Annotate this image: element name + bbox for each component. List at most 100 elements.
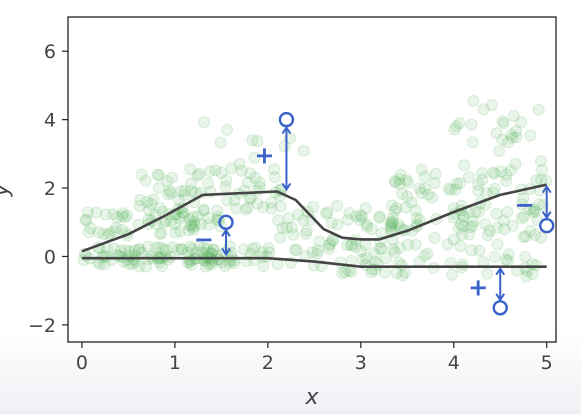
scatter-point <box>233 157 246 170</box>
scatter-point <box>526 268 539 280</box>
scatter-point <box>327 234 339 247</box>
scatter-point <box>165 215 178 227</box>
scatter-point <box>504 164 517 177</box>
x-tick-label: 3 <box>355 352 367 374</box>
scatter-point <box>241 176 254 189</box>
scatter-point <box>141 196 154 208</box>
scatter-point <box>191 169 204 182</box>
scatter-point <box>402 238 414 251</box>
scatter-point <box>500 174 512 187</box>
residual-annotations-group: + − + − <box>194 111 555 316</box>
scatter-point <box>426 191 438 204</box>
scatter-point <box>498 223 511 236</box>
residual-sign-label: + <box>254 142 274 170</box>
scatter-point <box>506 219 519 232</box>
scatter-point <box>527 206 540 219</box>
scatter-point <box>221 123 234 136</box>
scatter-point <box>520 270 533 283</box>
scatter-point <box>323 242 335 255</box>
scatter-point <box>532 103 545 116</box>
scatter-point <box>450 177 463 190</box>
y-tick-label: 2 <box>44 178 56 200</box>
scatter-point <box>465 118 478 131</box>
scatter-point <box>453 177 466 190</box>
scatter-point <box>248 171 261 184</box>
scatter-point <box>521 264 534 277</box>
scatter-point <box>235 164 248 177</box>
scatter-point <box>154 227 166 240</box>
scatter-point <box>110 221 123 234</box>
scatter-point <box>365 222 378 235</box>
scatter-point <box>373 210 386 223</box>
scatter-point <box>79 214 92 227</box>
scatter-point <box>441 238 454 251</box>
scatter-point <box>519 250 532 263</box>
scatter-point <box>399 201 412 214</box>
scatter-point <box>465 244 478 257</box>
residual-arrow-head <box>495 266 506 276</box>
scatter-point <box>410 212 423 225</box>
scatter-point <box>289 243 302 256</box>
residual-arrow-head <box>541 184 552 194</box>
scatter-points-group <box>77 95 553 283</box>
scatter-point <box>448 123 461 136</box>
scatter-point <box>197 204 210 217</box>
scatter-point <box>185 218 198 231</box>
scatter-point <box>253 176 266 189</box>
scatter-point <box>272 214 285 227</box>
scatter-point <box>182 224 195 237</box>
scatter-point <box>219 260 231 273</box>
scatter-point <box>197 241 210 254</box>
scatter-point <box>502 248 515 261</box>
residual-arrow-tail <box>495 293 506 302</box>
scatter-point <box>449 183 462 196</box>
scatter-point <box>396 269 409 282</box>
scatter-point <box>154 202 167 215</box>
scatter-point <box>394 168 407 181</box>
scatter-point <box>386 211 399 224</box>
scatter-point <box>388 175 401 188</box>
scatter-point <box>413 182 426 195</box>
scatter-point <box>143 204 156 216</box>
scatter-point <box>428 232 441 244</box>
scatter-point <box>528 203 541 215</box>
scatter-point <box>355 245 368 257</box>
scatter-point <box>248 151 261 164</box>
scatter-point <box>265 196 278 209</box>
scatter-point <box>176 243 188 256</box>
scatter-point <box>529 205 542 218</box>
scatter-point <box>126 257 139 270</box>
scatter-point <box>311 244 324 257</box>
scatter-point <box>535 231 548 244</box>
scatter-point <box>239 203 252 216</box>
scatter-point <box>174 225 186 238</box>
scatter-point <box>160 244 173 257</box>
scatter-point <box>421 247 434 260</box>
scatter-point <box>354 209 367 222</box>
scatter-point <box>297 214 310 227</box>
scatter-point <box>157 242 169 255</box>
scatter-point <box>418 249 431 262</box>
scatter-point <box>409 204 422 217</box>
scatter-point <box>385 220 398 233</box>
scatter-point <box>80 213 93 226</box>
scatter-point <box>156 260 168 273</box>
scatter-point <box>341 239 354 252</box>
scatter-point <box>454 240 467 253</box>
scatter-point <box>496 115 509 128</box>
scatter-point <box>197 203 210 216</box>
scatter-point <box>114 244 127 257</box>
scatter-point <box>487 166 500 179</box>
scatter-point <box>453 117 466 130</box>
scatter-point <box>219 180 232 193</box>
scatter-point <box>517 231 530 244</box>
residual-arrow-head <box>221 247 231 257</box>
scatter-point <box>466 136 479 149</box>
scatter-point <box>497 214 510 227</box>
scatter-point <box>488 167 501 180</box>
scatter-point <box>246 242 259 255</box>
upper-fit-line <box>81 183 547 253</box>
scatter-point <box>187 210 199 223</box>
y-tick-label: 6 <box>44 41 56 63</box>
